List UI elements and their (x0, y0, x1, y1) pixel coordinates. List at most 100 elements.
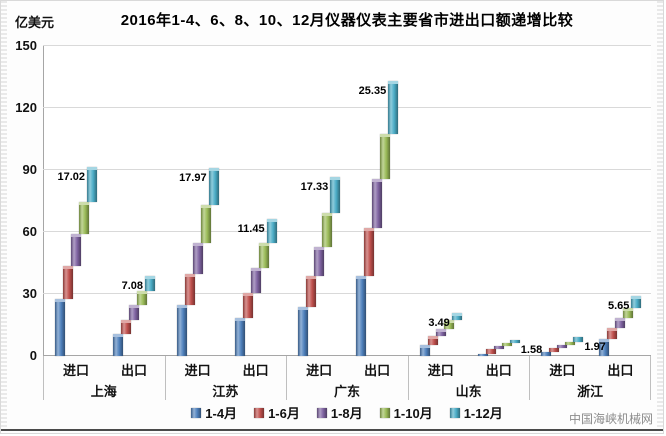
flow-label-export: 出口 (242, 363, 269, 378)
bar-segment-1-8月 (71, 234, 81, 267)
flow-label-import: 进口 (427, 363, 454, 378)
legend-item: 1-8月 (316, 403, 363, 422)
bar-top-cap (79, 202, 89, 206)
province-label: 山东 (455, 384, 482, 399)
bar-segment-1-8月 (129, 305, 139, 321)
y-axis-unit-label: 亿美元 (15, 15, 55, 30)
bar-segment-1-12月 (631, 295, 642, 308)
bar-top-cap (419, 344, 430, 348)
flow-label-export: 出口 (120, 363, 148, 378)
legend-swatch (191, 407, 202, 418)
group-divider (43, 356, 44, 400)
legend-swatch (449, 407, 460, 418)
bar-segment-1-4月 (298, 307, 309, 356)
flow-label-export: 出口 (485, 363, 512, 378)
province-label: 江苏 (212, 384, 239, 399)
data-label: 25.35 (358, 85, 387, 98)
flow-label-export: 出口 (364, 363, 391, 378)
bar-top-cap (55, 299, 65, 303)
bar-segment-1-10月 (501, 342, 512, 347)
bar-segment-1-4月 (55, 299, 65, 356)
bar-top-cap (599, 339, 610, 343)
bar-segment-1-8月 (557, 344, 568, 349)
data-label: 5.65 (607, 299, 630, 312)
bar-top-cap (242, 292, 253, 296)
bar-segment-1-12月 (208, 167, 219, 205)
bar-top-cap (129, 305, 139, 309)
data-label: 17.02 (57, 171, 85, 184)
bar-segment-1-12月 (145, 276, 155, 291)
bar-top-cap (176, 305, 187, 309)
bar-segment-1-10月 (443, 320, 454, 329)
bar-top-cap (208, 167, 219, 171)
legend-item: 1-4月 (191, 403, 237, 422)
flow-label-import: 进口 (184, 363, 211, 378)
bar-segment-1-4月 (113, 333, 123, 356)
bar-segment-1-10月 (322, 212, 333, 248)
gridline (43, 231, 651, 232)
bar-segment-1-6月 (121, 320, 131, 334)
legend-label: 1-6月 (268, 406, 300, 421)
bar-segment-1-6月 (427, 336, 438, 345)
bar-top-cap (250, 268, 261, 272)
bar-top-cap (145, 276, 155, 280)
gridline (43, 169, 651, 170)
data-label: 17.33 (300, 180, 329, 193)
bar-segment-1-12月 (509, 339, 520, 343)
bar-top-cap (314, 247, 325, 251)
bar-top-cap (427, 336, 438, 340)
watermark: 中国海峡机械网 (568, 412, 653, 426)
bar-segment-1-4月 (477, 353, 488, 356)
y-axis-line (43, 46, 44, 356)
bar-segment-1-8月 (314, 247, 325, 276)
bar-segment-1-6月 (549, 348, 560, 352)
bar-top-cap (113, 333, 123, 337)
bar-top-cap (121, 320, 131, 324)
bar-segment-1-6月 (306, 276, 317, 308)
bar-top-cap (71, 234, 81, 238)
bar-top-cap (192, 243, 203, 247)
bar-top-cap (356, 276, 367, 280)
chart-title: 2016年1-4、6、8、10、12月仪器仪表主要省市进出口额递增比较 (120, 12, 574, 29)
bar-top-cap (137, 290, 147, 294)
bar-segment-1-10月 (565, 341, 576, 345)
bar-segment-1-8月 (372, 179, 383, 228)
bar-top-cap (623, 307, 634, 311)
bar-segment-1-4月 (356, 276, 367, 356)
legend-label: 1-8月 (330, 406, 363, 421)
bar-top-cap (631, 295, 642, 299)
group-divider (407, 356, 409, 400)
bar-top-cap (364, 227, 375, 231)
bar-top-cap (266, 219, 277, 223)
bar-segment-1-10月 (200, 204, 211, 244)
bar-top-cap (234, 317, 245, 321)
x-axis-line (43, 355, 651, 356)
bar-segment-1-6月 (607, 327, 618, 340)
data-label: 11.45 (237, 223, 265, 236)
data-label: 7.08 (121, 280, 143, 293)
y-tick-label: 60 (22, 224, 37, 239)
group-divider (164, 356, 166, 400)
data-label: 1.97 (584, 341, 606, 354)
bar-segment-1-4月 (599, 339, 610, 356)
bar-segment-1-8月 (250, 268, 261, 293)
y-tick-label: 30 (22, 286, 37, 301)
bar-segment-1-8月 (493, 346, 504, 350)
legend-item: 1-6月 (254, 403, 300, 422)
bottom-border-line (1, 429, 663, 431)
bar-segment-1-6月 (242, 292, 253, 318)
left-edge-decoration (1, 1, 7, 433)
bar-top-cap (322, 212, 333, 216)
bar-segment-1-12月 (573, 337, 584, 342)
province-label: 广东 (333, 384, 361, 399)
bar-top-cap (435, 328, 446, 332)
bar-segment-1-12月 (266, 219, 277, 243)
bar-segment-1-8月 (435, 328, 446, 337)
bar-segment-1-6月 (485, 349, 496, 354)
bar-top-cap (306, 276, 317, 280)
flow-label-import: 进口 (62, 363, 90, 378)
legend-swatch (379, 407, 390, 418)
bar-segment-1-12月 (87, 167, 97, 203)
bar-segment-1-4月 (176, 305, 187, 356)
